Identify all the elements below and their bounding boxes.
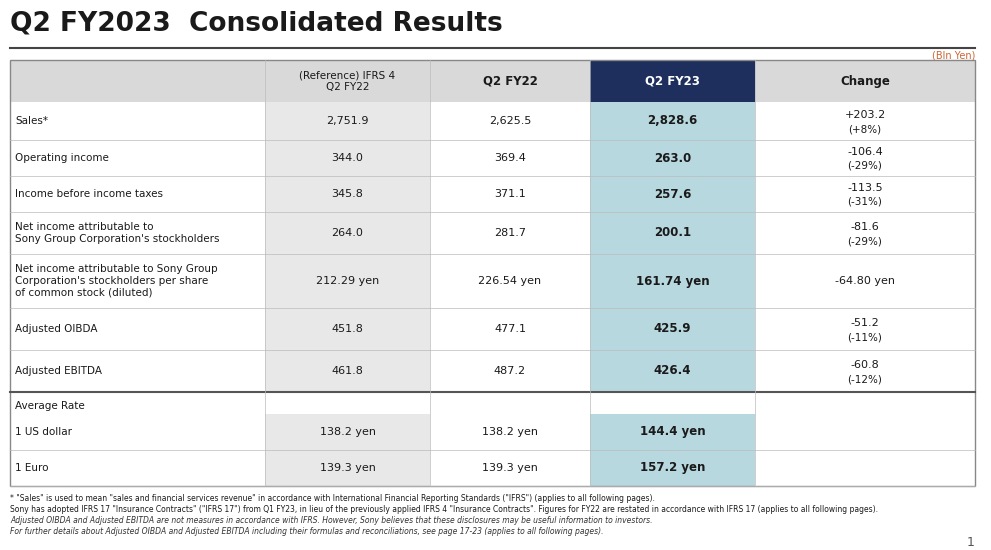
Text: 200.1: 200.1 — [654, 227, 691, 239]
Text: 138.2 yen: 138.2 yen — [319, 427, 376, 437]
Text: -113.5: -113.5 — [847, 183, 883, 193]
Text: 139.3 yen: 139.3 yen — [319, 463, 376, 473]
Text: 1 Euro: 1 Euro — [15, 463, 49, 473]
Text: 1: 1 — [967, 536, 975, 549]
Bar — [10, 60, 975, 486]
Text: 212.29 yen: 212.29 yen — [316, 276, 380, 286]
Text: 477.1: 477.1 — [494, 324, 526, 334]
Bar — [265, 140, 430, 176]
Text: 426.4: 426.4 — [654, 365, 692, 377]
Text: Adjusted OIBDA: Adjusted OIBDA — [15, 324, 97, 334]
Text: Adjusted EBITDA: Adjusted EBITDA — [15, 366, 102, 376]
Text: * "Sales" is used to mean "sales and financial services revenue" in accordance w: * "Sales" is used to mean "sales and fin… — [10, 494, 655, 503]
Bar — [590, 60, 755, 102]
Bar — [590, 212, 755, 254]
Bar — [590, 450, 755, 486]
Bar — [590, 414, 755, 450]
Text: (-31%): (-31%) — [847, 197, 882, 207]
Bar — [265, 254, 430, 308]
Text: Adjusted OIBDA and Adjusted EBITDA are not measures in accordance with IFRS. How: Adjusted OIBDA and Adjusted EBITDA are n… — [10, 516, 652, 525]
Text: Average Rate: Average Rate — [15, 401, 85, 411]
Bar — [265, 414, 430, 450]
Text: -106.4: -106.4 — [847, 147, 883, 157]
Text: Operating income: Operating income — [15, 153, 109, 163]
Text: 138.2 yen: 138.2 yen — [482, 427, 538, 437]
Text: 345.8: 345.8 — [332, 189, 364, 199]
Text: 2,625.5: 2,625.5 — [489, 116, 531, 126]
Text: 281.7: 281.7 — [494, 228, 526, 238]
Text: Net income attributable to
Sony Group Corporation's stockholders: Net income attributable to Sony Group Co… — [15, 222, 219, 244]
Text: 2,828.6: 2,828.6 — [647, 114, 698, 128]
Text: 161.74 yen: 161.74 yen — [635, 274, 710, 288]
Text: 344.0: 344.0 — [332, 153, 364, 163]
Bar — [430, 60, 590, 102]
Text: For further details about Adjusted OIBDA and Adjusted EBITDA including their for: For further details about Adjusted OIBDA… — [10, 527, 604, 536]
Text: Net income attributable to Sony Group
Corporation's stockholders per share
of co: Net income attributable to Sony Group Co… — [15, 265, 218, 298]
Bar — [590, 140, 755, 176]
Text: 369.4: 369.4 — [495, 153, 526, 163]
Bar — [10, 60, 265, 102]
Text: -81.6: -81.6 — [850, 222, 879, 232]
Text: 139.3 yen: 139.3 yen — [482, 463, 538, 473]
Text: (Reference) IFRS 4
Q2 FY22: (Reference) IFRS 4 Q2 FY22 — [299, 70, 395, 92]
Text: Sony has adopted IFRS 17 "Insurance Contracts" ("IFRS 17") from Q1 FY23, in lieu: Sony has adopted IFRS 17 "Insurance Cont… — [10, 505, 878, 514]
Bar — [265, 308, 430, 350]
Text: Q2 FY2023  Consolidated Results: Q2 FY2023 Consolidated Results — [10, 10, 502, 36]
Bar — [590, 176, 755, 212]
Text: 2,751.9: 2,751.9 — [326, 116, 369, 126]
Bar — [590, 254, 755, 308]
Text: -51.2: -51.2 — [850, 318, 879, 328]
Text: 144.4 yen: 144.4 yen — [639, 426, 706, 438]
Text: 461.8: 461.8 — [332, 366, 364, 376]
Bar — [590, 102, 755, 140]
Text: 425.9: 425.9 — [654, 322, 692, 335]
Text: 257.6: 257.6 — [654, 188, 691, 201]
Bar — [265, 60, 430, 102]
Text: (Bln Yen): (Bln Yen) — [932, 50, 975, 60]
Text: (-29%): (-29%) — [847, 161, 882, 171]
Text: -64.80 yen: -64.80 yen — [835, 276, 895, 286]
Text: 157.2 yen: 157.2 yen — [640, 461, 706, 475]
Text: Q2 FY22: Q2 FY22 — [483, 74, 537, 87]
Text: 1 US dollar: 1 US dollar — [15, 427, 72, 437]
Text: +203.2: +203.2 — [844, 110, 886, 120]
Text: (-29%): (-29%) — [847, 236, 882, 246]
Text: Q2 FY23: Q2 FY23 — [645, 74, 700, 87]
Text: (+8%): (+8%) — [848, 124, 882, 134]
Bar — [590, 308, 755, 350]
Text: 264.0: 264.0 — [332, 228, 364, 238]
Text: 451.8: 451.8 — [332, 324, 364, 334]
Text: 487.2: 487.2 — [494, 366, 526, 376]
Text: (-12%): (-12%) — [847, 374, 882, 384]
Text: 371.1: 371.1 — [495, 189, 526, 199]
Text: Change: Change — [840, 74, 890, 87]
Text: 226.54 yen: 226.54 yen — [479, 276, 541, 286]
Bar — [265, 212, 430, 254]
Text: (-11%): (-11%) — [847, 332, 882, 342]
Text: -60.8: -60.8 — [850, 360, 879, 370]
Text: Sales*: Sales* — [15, 116, 48, 126]
Bar — [265, 450, 430, 486]
Text: Income before income taxes: Income before income taxes — [15, 189, 163, 199]
Bar — [265, 102, 430, 140]
Text: 263.0: 263.0 — [654, 151, 691, 164]
Bar — [590, 350, 755, 392]
Bar — [755, 60, 975, 102]
Bar — [265, 350, 430, 392]
Bar — [265, 176, 430, 212]
